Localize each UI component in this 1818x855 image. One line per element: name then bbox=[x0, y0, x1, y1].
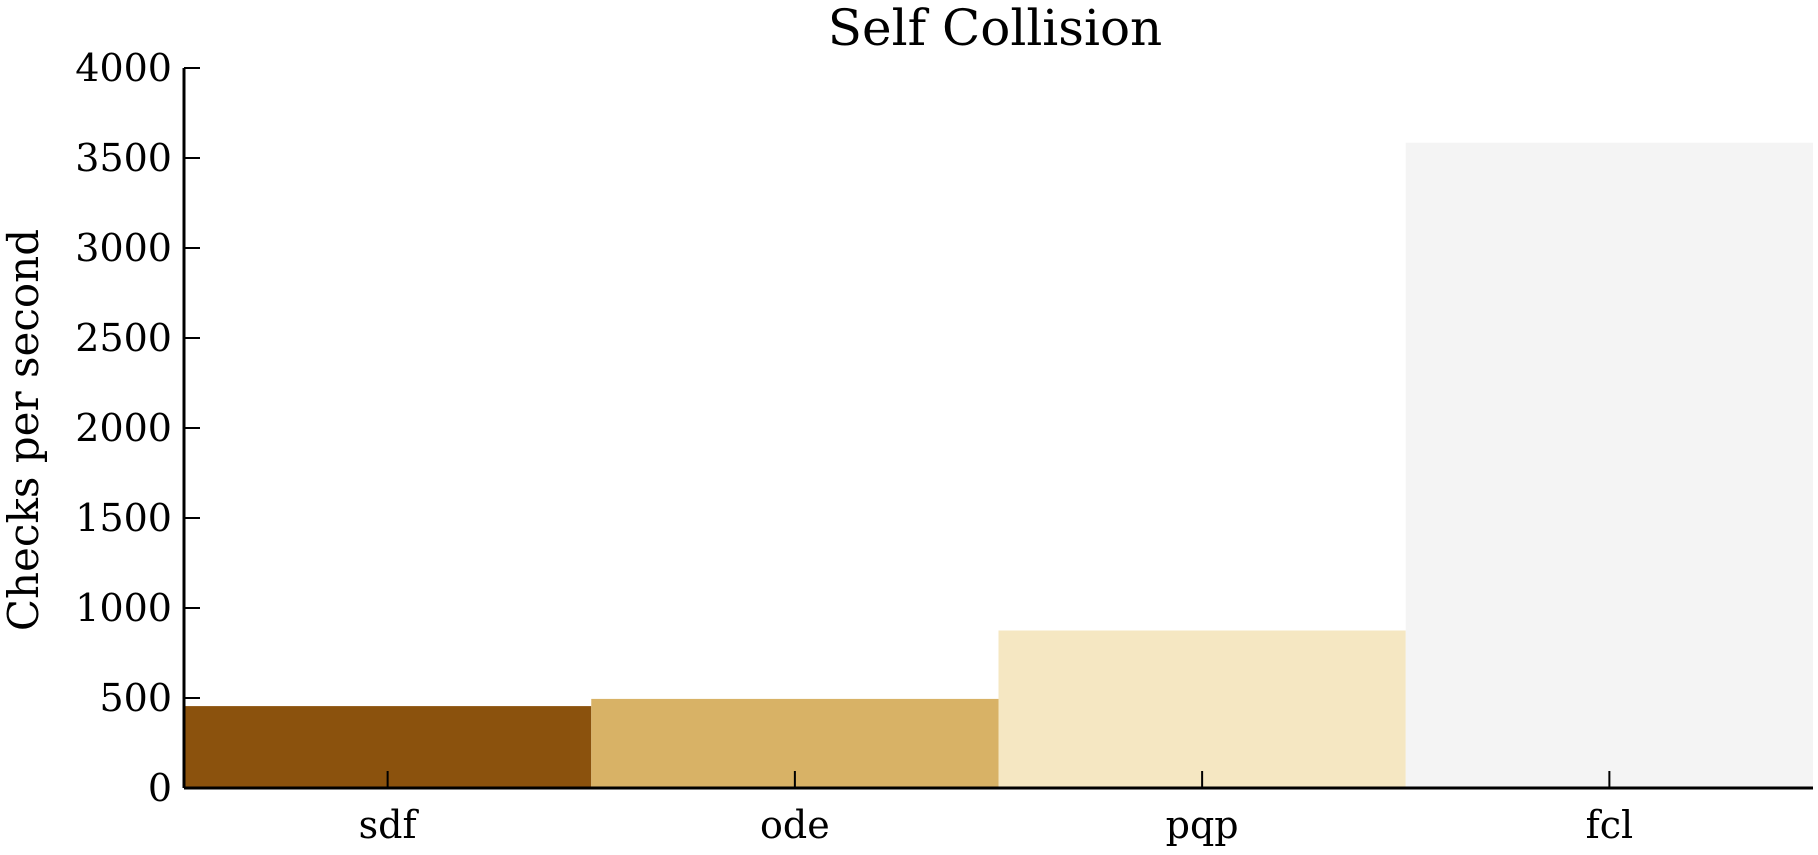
y-tick-label-3500: 3500 bbox=[75, 136, 172, 180]
x-tick-label-fcl: fcl bbox=[1586, 803, 1634, 847]
y-tick-label-3000: 3000 bbox=[75, 226, 172, 270]
y-tick-label-500: 500 bbox=[99, 676, 172, 720]
x-tick-label-ode: ode bbox=[760, 803, 830, 847]
y-tick-label-2500: 2500 bbox=[75, 316, 172, 360]
ticks-layer: 0 500 1000 1500 2000 2500 3000 3500 4000 sdf ode pq… bbox=[75, 46, 1633, 847]
bar-pqp bbox=[998, 630, 1406, 788]
y-tick-label-2000: 2000 bbox=[75, 406, 172, 450]
y-axis-label: Checks per second bbox=[0, 229, 48, 631]
bar-fcl bbox=[1405, 142, 1813, 788]
y-tick-label-1500: 1500 bbox=[75, 496, 172, 540]
bars-layer bbox=[184, 142, 1813, 788]
x-tick-label-pqp: pqp bbox=[1166, 803, 1239, 847]
y-tick-label-0: 0 bbox=[148, 766, 172, 810]
x-tick-label-sdf: sdf bbox=[359, 803, 420, 847]
y-tick-label-1000: 1000 bbox=[75, 586, 172, 630]
chart-title: Self Collision bbox=[828, 0, 1163, 57]
y-tick-label-4000: 4000 bbox=[75, 46, 172, 90]
